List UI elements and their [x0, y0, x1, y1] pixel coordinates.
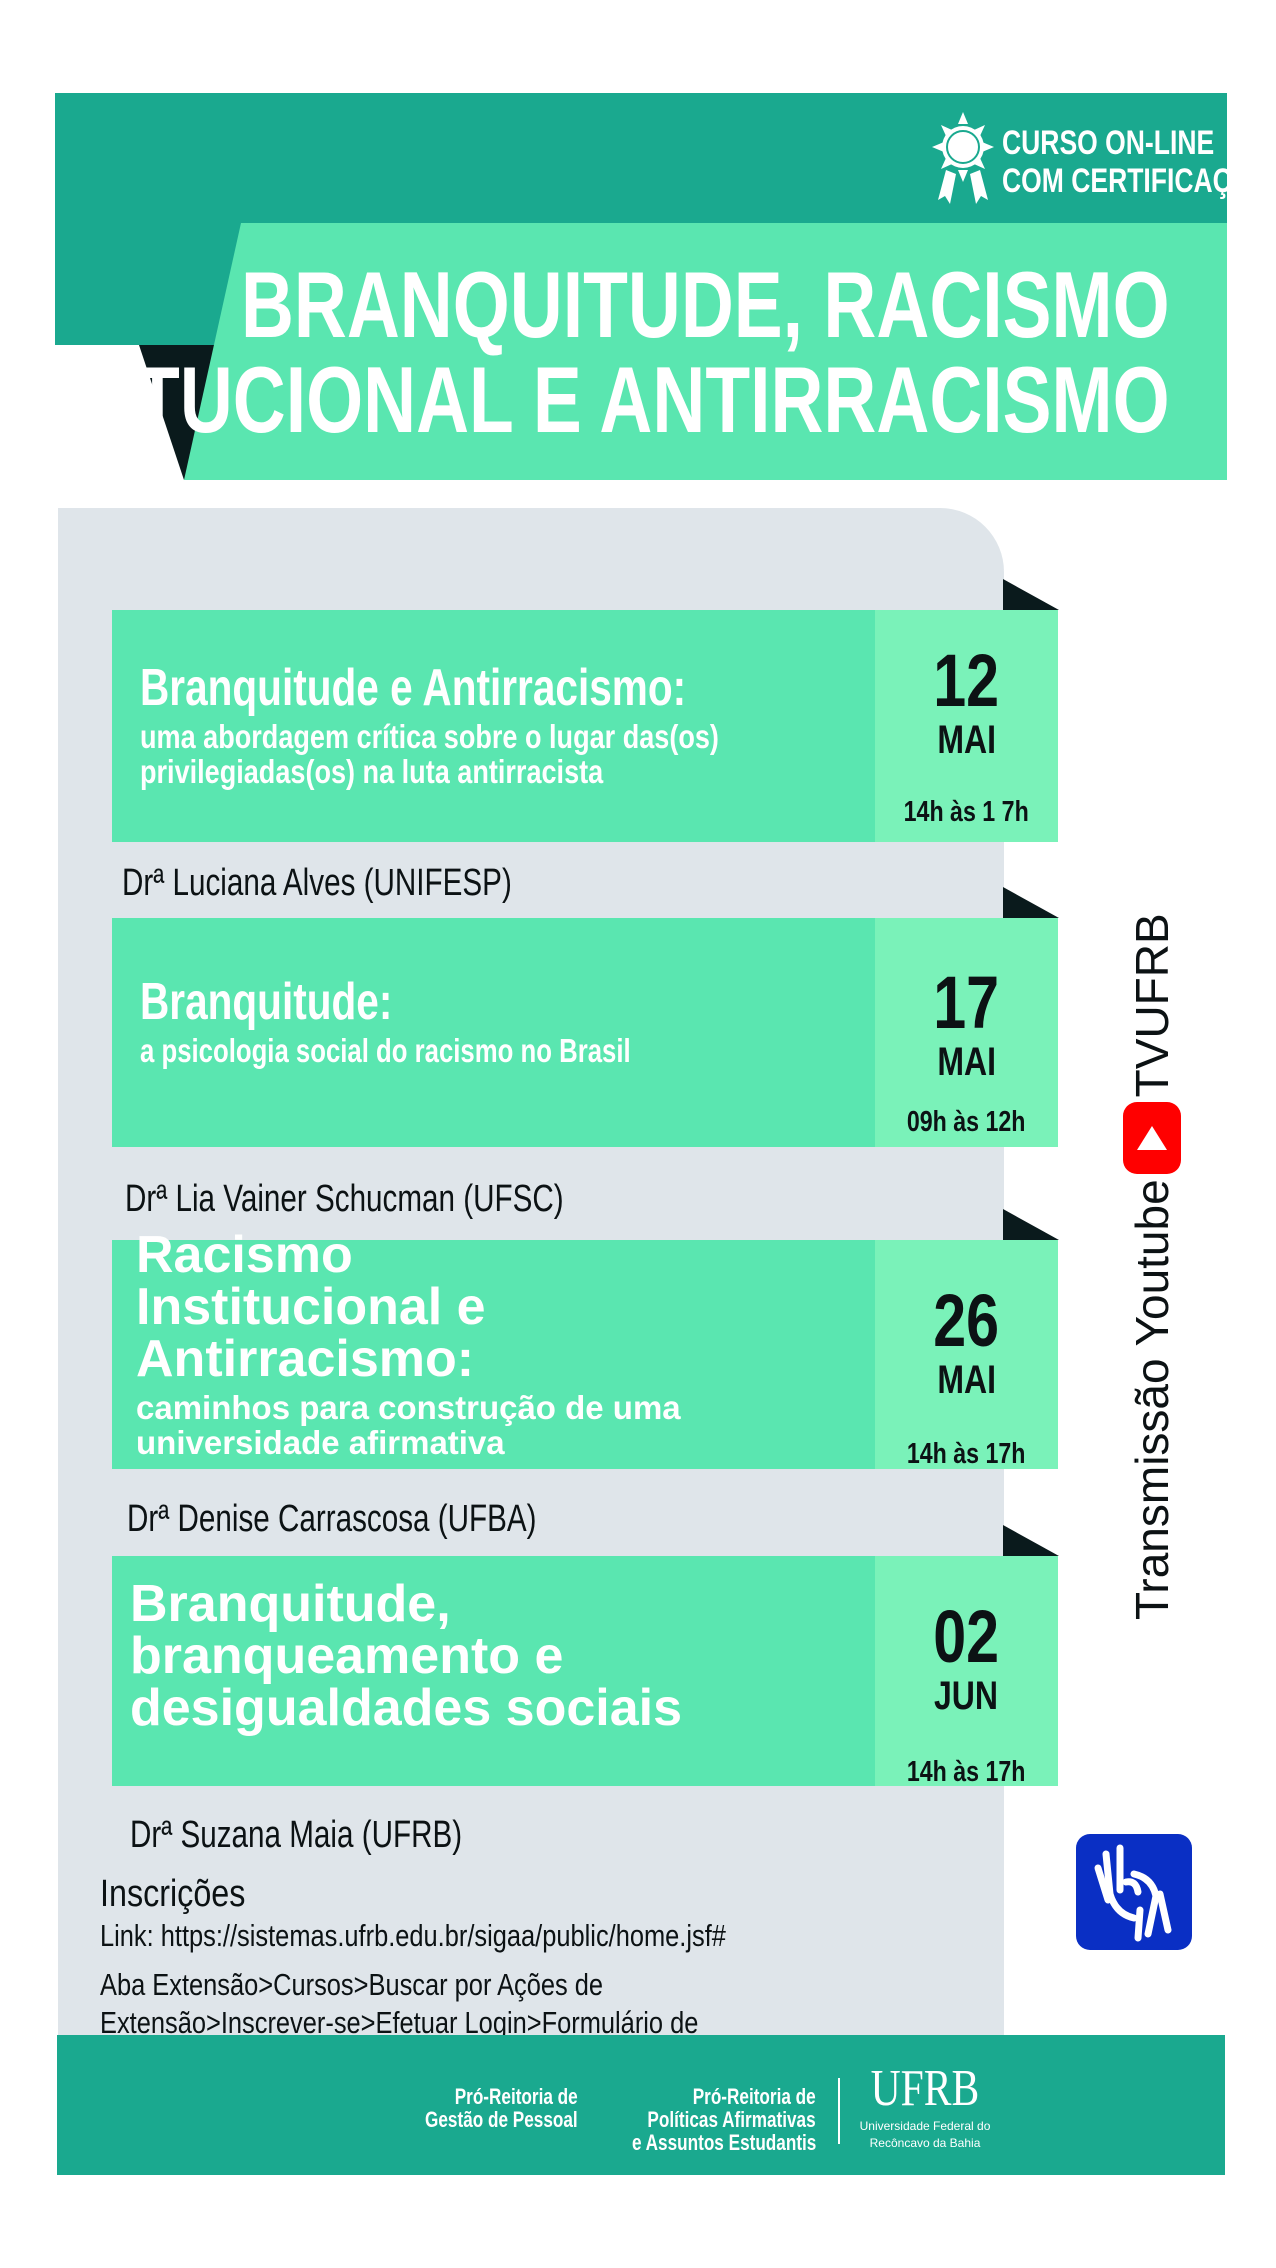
- registration-path-2: Extensão>Inscrever-se>Efetuar Login>Form…: [100, 2005, 699, 2040]
- badge-line-1: CURSO ON-LINE: [1002, 124, 1215, 162]
- org2-line-1: Pró-Reitoria de: [692, 2084, 816, 2109]
- registration-path-1: Aba Extensão>Cursos>Buscar por Ações de: [100, 1967, 604, 2002]
- session-month: MAI: [937, 718, 996, 762]
- session-subtitle: uma abordagem crítica sobre o lugar das(…: [140, 718, 719, 790]
- session-day: 12: [933, 639, 1000, 722]
- stream-prefix: Transmissão Youtube: [1126, 1179, 1178, 1620]
- org1-line-2: Gestão de Pessoal: [425, 2107, 578, 2133]
- session-time: 09h às 12h: [907, 1106, 1026, 1138]
- session-month: JUN: [934, 1674, 999, 1718]
- card-flag: [1003, 1525, 1059, 1556]
- session-speaker: Drª Suzana Maia (UFRB): [130, 1814, 463, 1856]
- session-title: Branquitude e Antirracismo:: [140, 659, 687, 718]
- session-speaker: Drª Lia Vainer Schucman (UFSC): [125, 1178, 564, 1220]
- title-line-1: BRANQUITUDE, RACISMO: [241, 252, 1170, 357]
- org-gestao-pessoal: Pró-Reitoria de Gestão de Pessoal: [380, 2085, 578, 2131]
- session-title: Racismo Institucional e Antirracismo:: [136, 1225, 486, 1388]
- card-flag: [1003, 1209, 1059, 1240]
- session-subtitle: caminhos para construção de uma universi…: [136, 1388, 681, 1461]
- session-time: 14h às 17h: [907, 1756, 1026, 1788]
- session-date: 02 JUN 14h às 17h: [875, 1556, 1058, 1788]
- session-date: 26 MAI 14h às 17h: [875, 1240, 1058, 1469]
- session-time: 14h às 1 7h: [903, 796, 1030, 828]
- stream-channel: TVUFRB: [1126, 913, 1178, 1098]
- session-speaker: Drª Denise Carrascosa (UFBA): [127, 1498, 537, 1540]
- youtube-stream-label[interactable]: Transmissão Youtube TVUFRB: [1120, 913, 1184, 1620]
- ufrb-name-2: Recôncavo da Bahia: [869, 2136, 981, 2150]
- footer: [57, 2035, 1225, 2175]
- session-date: 12 MAI 14h às 1 7h: [875, 610, 1058, 842]
- session-month: MAI: [937, 1040, 996, 1084]
- youtube-icon: [1123, 1102, 1181, 1175]
- session-day: 17: [933, 961, 1000, 1044]
- session-subtitle: a psicologia social do racismo no Brasil: [140, 1032, 631, 1070]
- certificate-medal-icon: [932, 112, 994, 204]
- ufrb-logo: UFRB Universidade Federal do Recôncavo d…: [855, 2060, 995, 2151]
- session-day: 02: [933, 1595, 1000, 1678]
- footer-divider: [838, 2078, 840, 2144]
- session-month: MAI: [937, 1358, 996, 1402]
- org2-line-2: Políticas Afirmativas: [647, 2107, 816, 2133]
- session-speaker: Drª Luciana Alves (UNIFESP): [122, 862, 512, 904]
- ufrb-logo-text: UFRB: [870, 2060, 980, 2117]
- registration-link[interactable]: Link: https://sistemas.ufrb.edu.br/sigaa…: [100, 1918, 726, 1953]
- session-title: Branquitude:: [140, 973, 393, 1032]
- title-line-2: INSTITUCIONAL E ANTIRRACISMO: [0, 347, 1170, 452]
- org2-line-3: e Assuntos Estudantis: [631, 2130, 817, 2156]
- certification-badge: CURSO ON-LINE COM CERTIFICAÇÃO: [932, 112, 1272, 207]
- card-flag: [1003, 887, 1059, 918]
- session-time: 14h às 17h: [907, 1438, 1026, 1470]
- org1-line-1: Pró-Reitoria de: [454, 2084, 578, 2109]
- session-card: Branquitude: a psicologia social do raci…: [112, 918, 1058, 1147]
- session-day: 26: [933, 1279, 1000, 1362]
- session-card: Branquitude e Antirracismo: uma abordage…: [112, 610, 1058, 842]
- session-card: Branquitude, branqueamento e desigualdad…: [112, 1556, 1058, 1788]
- card-flag: [1003, 579, 1059, 610]
- registration-heading: Inscrições: [100, 1873, 246, 1915]
- session-title: Branquitude, branqueamento e desigualdad…: [130, 1575, 683, 1737]
- session-date: 17 MAI 09h às 12h: [875, 918, 1058, 1147]
- sign-language-icon: [1076, 1834, 1192, 1950]
- org-politicas-afirmativas: Pró-Reitoria de Políticas Afirmativas e …: [580, 2085, 816, 2154]
- ufrb-name-1: Universidade Federal do: [859, 2119, 991, 2133]
- session-card: Racismo Institucional e Antirracismo: ca…: [112, 1229, 1058, 1469]
- badge-line-2: COM CERTIFICAÇÃO: [1002, 162, 1272, 200]
